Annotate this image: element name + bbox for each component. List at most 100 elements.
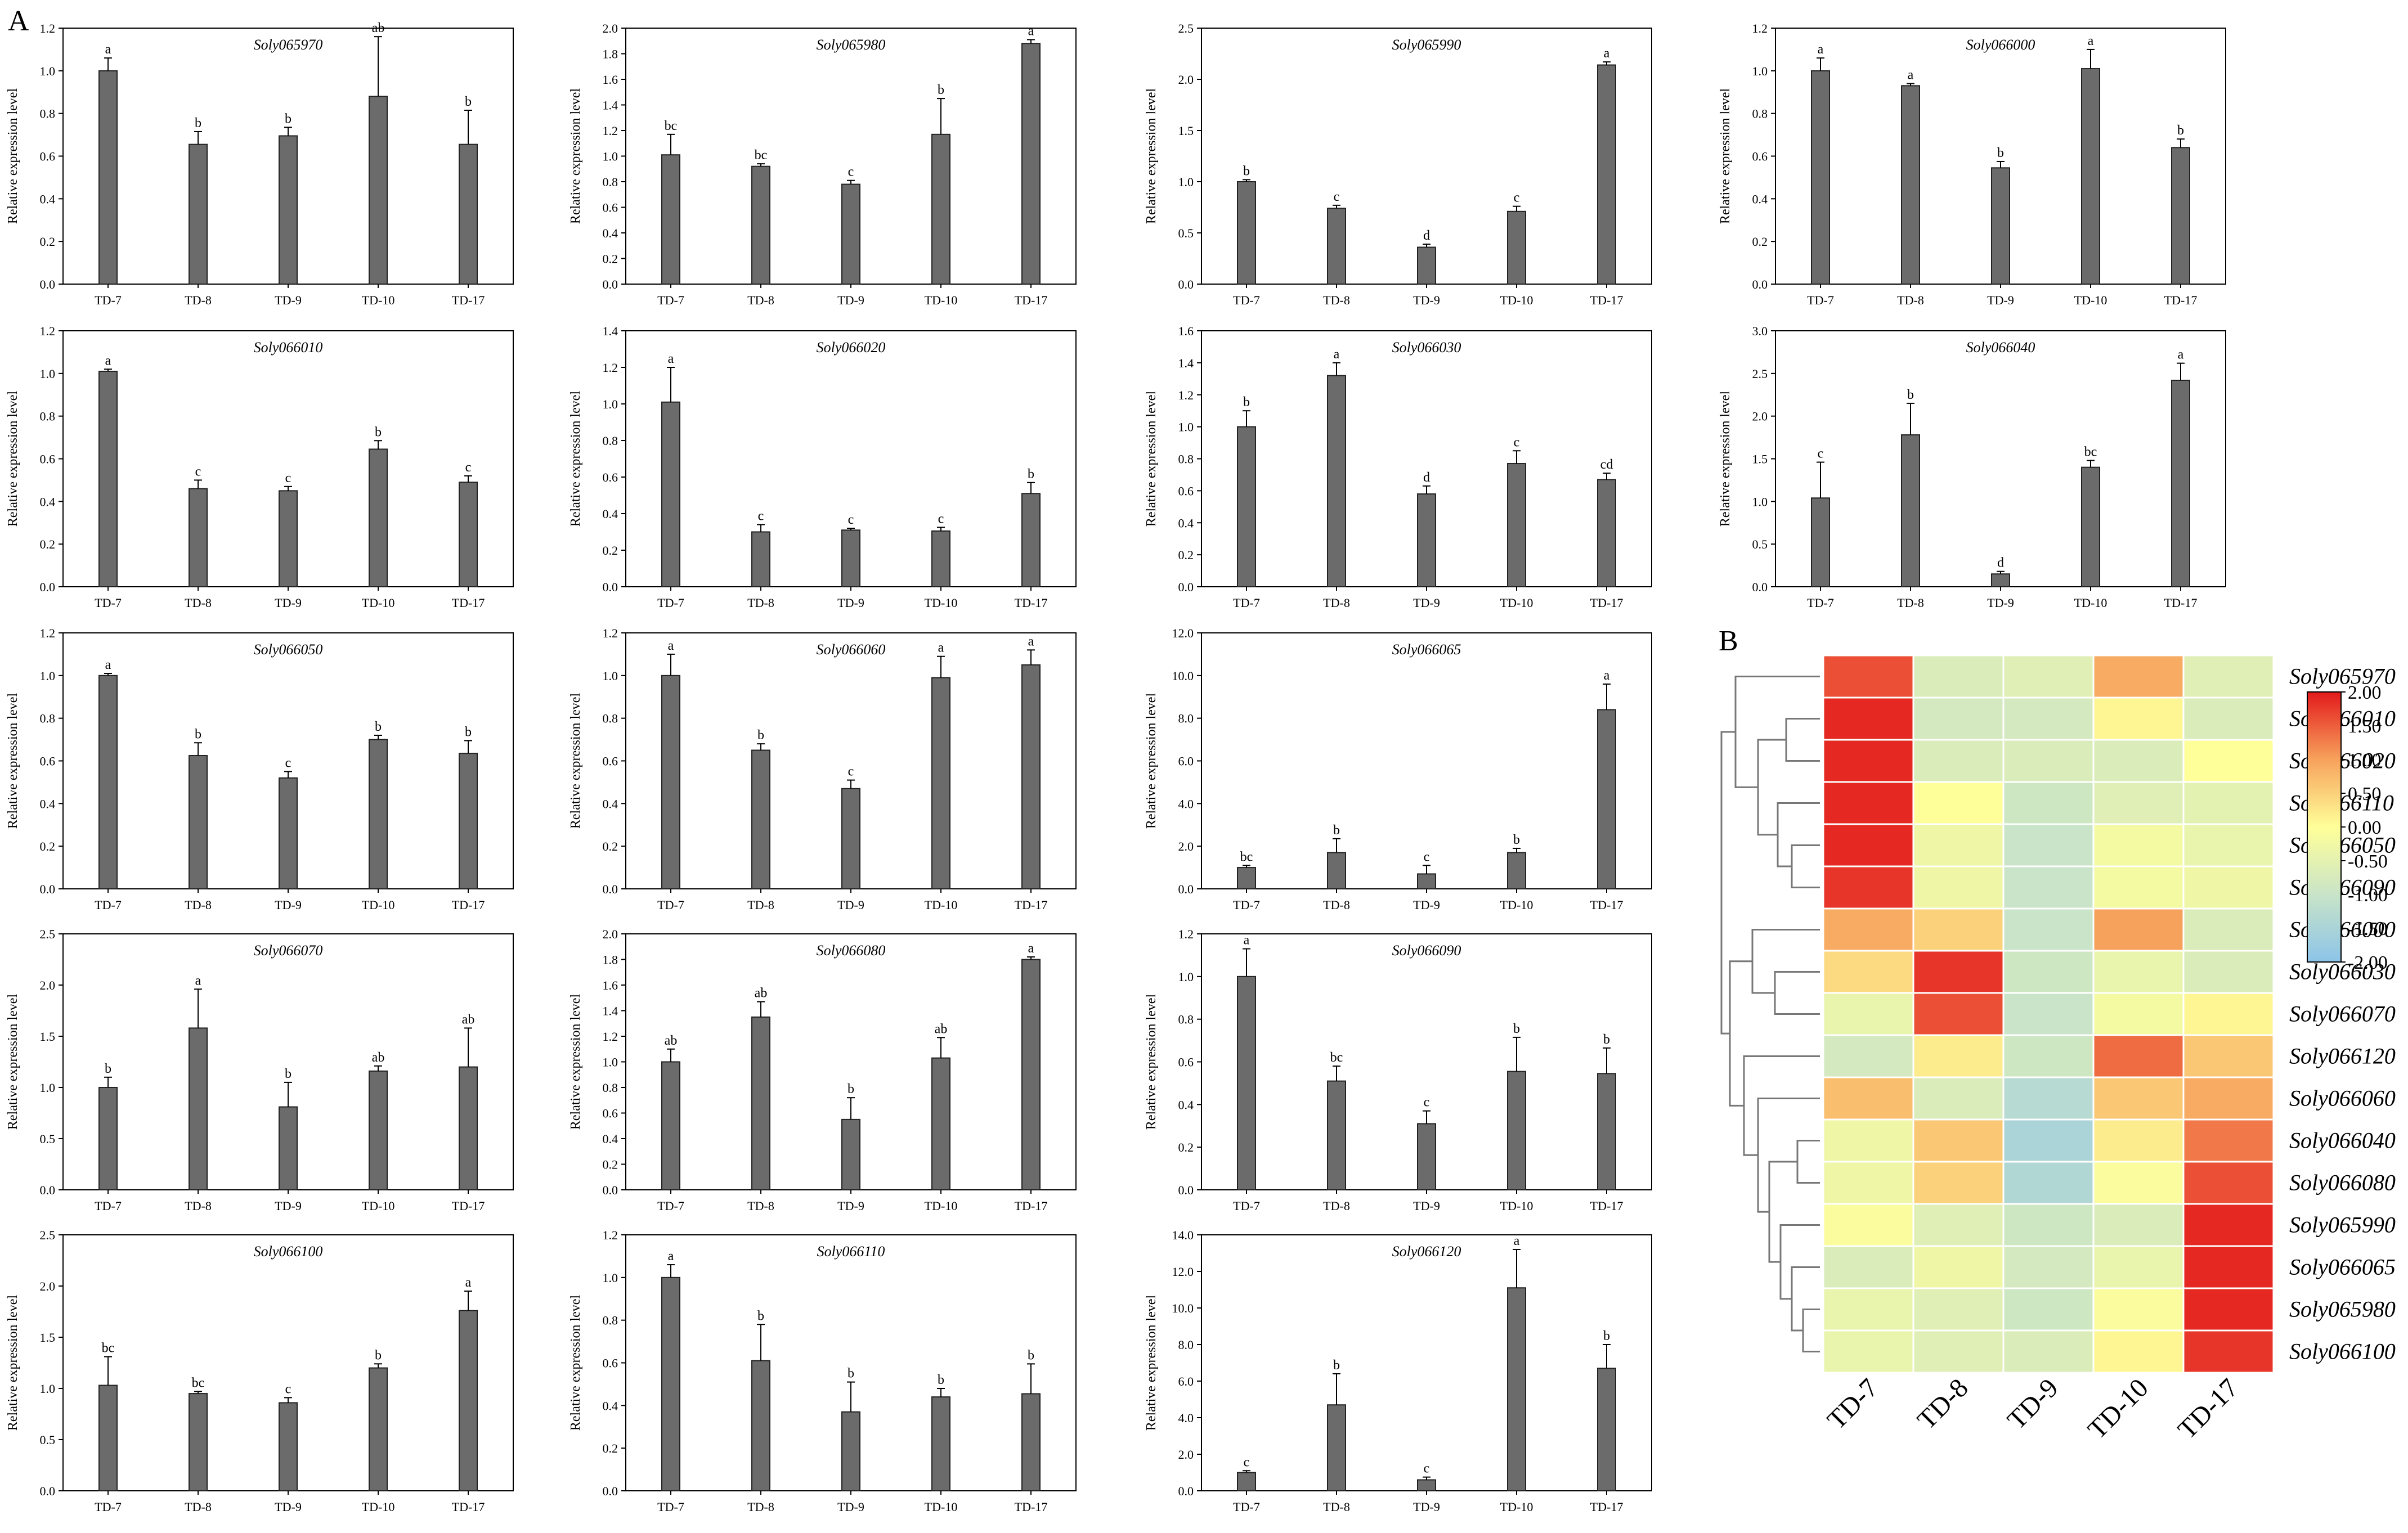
- significance-letter: d: [1423, 228, 1430, 243]
- y-tick-label: 1.4: [603, 324, 618, 338]
- heatmap-cell: [2092, 992, 2185, 1036]
- bar-TD-17: [459, 143, 478, 285]
- y-axis-label: Relative expression level: [1718, 88, 1733, 224]
- bar-chart-Soly066070: Soly066070 0.0 0.5 1.0 1.5 2.0 2.5 Relative exp…: [6, 927, 514, 1213]
- heatmap-cell: [1822, 823, 1914, 867]
- significance-letter: b: [1603, 1329, 1610, 1343]
- y-tick-label: 1.2: [1752, 21, 1768, 35]
- significance-letter: c: [938, 511, 944, 526]
- legend-tick-label: -1.50: [2348, 919, 2388, 939]
- y-tick-label: 0.5: [40, 1132, 56, 1146]
- heatmap-cell: [2182, 865, 2275, 910]
- bar-chart-Soly066100: Soly066100 0.0 0.5 1.0 1.5 2.0 2.5 Relative exp…: [6, 1228, 514, 1514]
- significance-letter: c: [1424, 1095, 1430, 1110]
- x-tick-label: TD-17: [1015, 596, 1048, 610]
- heatmap-cell: [2092, 1287, 2185, 1332]
- x-tick-label: TD-7: [657, 898, 684, 912]
- significance-letter: c: [465, 460, 472, 475]
- y-tick-label: 0.2: [40, 839, 56, 853]
- x-tick-label: TD-17: [1590, 1199, 1624, 1213]
- bar-TD-8: [1327, 852, 1346, 889]
- y-tick-label: 0.8: [1178, 1013, 1194, 1027]
- y-tick-label: 0.8: [603, 434, 618, 448]
- x-tick-label: TD-9: [275, 898, 302, 912]
- heatmap-cell: [2182, 696, 2275, 741]
- y-tick-label: 0.0: [1178, 1183, 1194, 1197]
- x-tick-label: TD-17: [1590, 293, 1624, 307]
- bar-TD-9: [279, 490, 298, 587]
- y-tick-label: 0.0: [1752, 580, 1768, 594]
- x-tick-label: TD-8: [185, 1500, 212, 1514]
- chart-title: Soly066050: [254, 641, 323, 658]
- y-tick-label: 2.0: [1178, 1447, 1194, 1462]
- significance-letter: a: [2178, 348, 2184, 362]
- y-tick-label: 1.0: [40, 1081, 56, 1095]
- significance-letter: a: [105, 658, 111, 672]
- y-tick-label: 1.4: [603, 98, 618, 113]
- significance-letter: a: [465, 1275, 472, 1290]
- significance-letter: d: [1423, 470, 1430, 485]
- y-tick-label: 14.0: [1172, 1228, 1194, 1242]
- y-tick-label: 12.0: [1172, 1265, 1194, 1279]
- y-tick-label: 0.6: [603, 470, 618, 484]
- significance-letter: a: [1028, 941, 1034, 956]
- y-tick-label: 0.4: [603, 1132, 618, 1146]
- significance-letter: b: [105, 1062, 111, 1076]
- x-tick-label: TD-10: [925, 596, 958, 610]
- x-tick-label: TD-9: [837, 293, 864, 307]
- significance-letter: b: [1028, 467, 1034, 482]
- y-tick-label: 1.0: [603, 397, 618, 411]
- bar-TD-7: [98, 70, 118, 285]
- significance-letter: a: [668, 1249, 674, 1264]
- y-tick-label: 1.2: [603, 361, 618, 375]
- bar-TD-17: [1597, 1368, 1616, 1491]
- x-tick-label: TD-7: [1233, 596, 1260, 610]
- y-tick-label: 0.8: [40, 712, 56, 726]
- significance-letter: a: [1604, 46, 1610, 61]
- bar-TD-17: [1597, 64, 1616, 285]
- significance-letter: a: [1908, 68, 1914, 83]
- significance-letter: a: [105, 353, 111, 368]
- y-tick-label: 2.0: [1178, 73, 1194, 87]
- y-axis-label: Relative expression level: [6, 693, 20, 829]
- heatmap-cell: [2092, 1161, 2185, 1205]
- y-tick-label: 2.0: [40, 978, 56, 992]
- significance-letter: b: [1907, 388, 1914, 402]
- heatmap-cell: [1822, 739, 1914, 783]
- bar-TD-8: [189, 755, 208, 890]
- heatmap-cell: [1912, 696, 2005, 741]
- bar-chart-Soly065990: Soly065990 0.0 0.5 1.0 1.5 2.0 2.5 Relative exp…: [1144, 21, 1652, 307]
- bar-TD-8: [1901, 434, 1920, 587]
- y-tick-label: 0.4: [40, 192, 56, 206]
- significance-letter: c: [1244, 1455, 1250, 1469]
- heatmap-cell: [2002, 654, 2095, 699]
- heatmap-cell: [1822, 1161, 1914, 1205]
- y-tick-label: 0.4: [1178, 1098, 1194, 1112]
- significance-letter: a: [668, 352, 674, 366]
- x-tick-label: TD-8: [1323, 293, 1350, 307]
- x-tick-label: TD-7: [657, 293, 684, 307]
- y-tick-label: 1.0: [1178, 420, 1194, 434]
- heatmap-cell: [2092, 654, 2185, 699]
- y-tick-label: 1.0: [603, 1271, 618, 1285]
- y-axis-label: Relative expression level: [6, 994, 20, 1130]
- dendrogram: [1720, 676, 1820, 1352]
- chart-title: Soly066080: [817, 942, 886, 959]
- bar-TD-7: [1237, 426, 1256, 587]
- chart-title: Soly066010: [254, 339, 323, 356]
- bar-TD-7: [1237, 975, 1256, 1191]
- significance-letter: b: [1243, 164, 1250, 178]
- bar-TD-7: [661, 401, 680, 587]
- x-tick-label: TD-8: [185, 1199, 212, 1213]
- significance-letter: bc: [665, 119, 678, 133]
- significance-letter: b: [285, 1067, 292, 1081]
- dendrogram-link: [1802, 1309, 1820, 1352]
- y-tick-label: 0.2: [603, 839, 618, 853]
- significance-letter: b: [757, 1309, 764, 1323]
- bar-TD-8: [189, 1393, 208, 1492]
- y-tick-label: 1.2: [1178, 927, 1194, 941]
- x-tick-label: TD-9: [275, 1500, 302, 1514]
- bar-TD-17: [459, 1066, 478, 1190]
- dendrogram-link: [1757, 739, 1786, 836]
- legend-tick-label: -2.00: [2348, 952, 2388, 973]
